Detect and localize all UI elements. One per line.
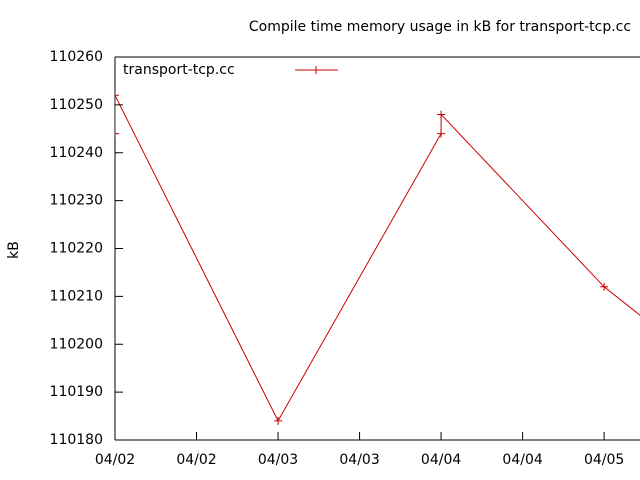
point-marker: [437, 110, 446, 119]
y-tick-label: 110250: [50, 97, 103, 113]
x-tick-label: 04/02: [95, 452, 135, 468]
y-tick-label: 110200: [50, 336, 103, 352]
y-tick-label: 110180: [50, 432, 103, 448]
x-tick-label: 04/02: [176, 452, 216, 468]
y-tick-label: 110190: [50, 384, 103, 400]
x-tick-label: 04/03: [339, 452, 379, 468]
point-marker: [115, 91, 119, 100]
y-axis-label: kB: [6, 241, 22, 259]
y-tick-label: 110260: [50, 49, 103, 65]
data-line: [115, 95, 640, 422]
y-tick-label: 110230: [50, 193, 103, 209]
x-tick-label: 04/03: [258, 452, 298, 468]
x-tick-label: 04/04: [502, 452, 542, 468]
plot-area: [115, 91, 640, 425]
y-tick-label: 110240: [50, 145, 103, 161]
legend-marker: [312, 66, 320, 74]
legend-label: transport-tcp.cc: [123, 62, 235, 78]
y-tick-label: 110210: [50, 288, 103, 304]
point-marker: [437, 129, 446, 138]
x-tick-label: 04/04: [421, 452, 461, 468]
x-tick-label: 04/05: [584, 452, 624, 468]
point-marker: [600, 282, 609, 291]
y-tick-label: 110220: [50, 241, 103, 257]
chart-title: Compile time memory usage in kB for tran…: [249, 19, 631, 35]
point-marker: [115, 129, 119, 138]
point-marker: [274, 416, 283, 425]
